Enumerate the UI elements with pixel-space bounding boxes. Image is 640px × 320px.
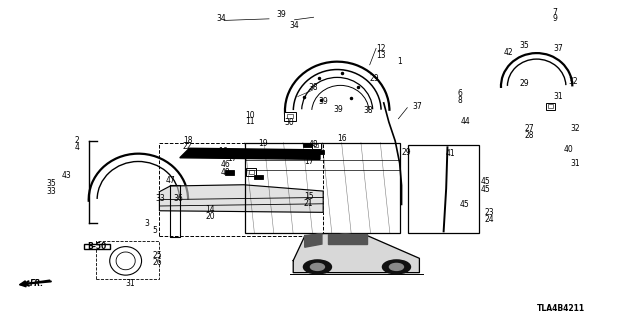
Text: 9: 9 — [552, 14, 557, 23]
Bar — [312, 142, 321, 149]
Text: 31: 31 — [125, 279, 135, 288]
Text: 31: 31 — [570, 159, 580, 168]
Text: 45: 45 — [481, 185, 490, 194]
Bar — [314, 144, 319, 147]
Text: 4: 4 — [74, 143, 79, 152]
Text: 19: 19 — [258, 139, 268, 148]
Text: 27: 27 — [524, 124, 534, 133]
Text: 8: 8 — [458, 96, 463, 105]
Bar — [248, 170, 253, 174]
Text: 41: 41 — [446, 149, 456, 158]
Text: 18: 18 — [182, 136, 192, 145]
Bar — [315, 150, 324, 154]
Text: 45: 45 — [459, 200, 469, 209]
Text: 39: 39 — [333, 105, 342, 114]
Bar — [546, 103, 555, 109]
Text: 6: 6 — [458, 89, 463, 98]
Text: 48: 48 — [309, 140, 319, 148]
Text: 46: 46 — [271, 148, 280, 157]
Text: 29: 29 — [369, 74, 379, 83]
Circle shape — [383, 260, 410, 274]
Polygon shape — [159, 185, 323, 212]
Text: 16: 16 — [218, 147, 228, 156]
Text: 22: 22 — [182, 142, 192, 151]
Text: 32: 32 — [569, 77, 579, 86]
Text: 2: 2 — [74, 136, 79, 146]
Text: 30: 30 — [285, 118, 294, 127]
Circle shape — [390, 263, 403, 270]
Text: 44: 44 — [460, 117, 470, 126]
Text: 36: 36 — [173, 194, 184, 203]
Text: 29: 29 — [402, 148, 412, 156]
Text: B-50: B-50 — [87, 242, 107, 251]
Text: 28: 28 — [524, 131, 534, 140]
Text: 16: 16 — [337, 134, 347, 143]
Polygon shape — [305, 234, 322, 247]
Text: 39: 39 — [318, 97, 328, 106]
Polygon shape — [328, 234, 367, 244]
Bar — [245, 142, 399, 233]
Text: 12: 12 — [376, 44, 385, 53]
Text: 39: 39 — [277, 10, 287, 19]
Text: TLA4B4211: TLA4B4211 — [537, 304, 585, 313]
Bar — [284, 112, 296, 121]
Bar — [225, 171, 234, 175]
Text: 15: 15 — [304, 192, 314, 201]
Text: 38: 38 — [309, 83, 319, 92]
Bar — [287, 114, 293, 118]
Text: 20: 20 — [205, 212, 215, 221]
Text: 1: 1 — [397, 57, 402, 66]
Bar — [303, 143, 312, 147]
Circle shape — [303, 260, 332, 274]
Text: 24: 24 — [484, 215, 494, 224]
Bar — [246, 168, 256, 176]
Text: 13: 13 — [376, 51, 385, 60]
Bar — [548, 104, 553, 108]
Circle shape — [310, 263, 324, 270]
Text: 33: 33 — [46, 187, 56, 196]
Polygon shape — [293, 234, 419, 273]
Text: 33: 33 — [156, 194, 166, 203]
Text: 29: 29 — [519, 79, 529, 88]
Text: 31: 31 — [554, 92, 563, 101]
Text: 17: 17 — [227, 154, 237, 163]
Text: 26: 26 — [153, 258, 163, 267]
Text: 46: 46 — [221, 160, 230, 169]
Text: 37: 37 — [554, 44, 563, 53]
Text: 37: 37 — [412, 101, 422, 111]
Text: 3: 3 — [144, 219, 149, 228]
Text: 21: 21 — [304, 199, 314, 208]
Text: 34: 34 — [216, 14, 226, 23]
Text: FR.: FR. — [30, 279, 44, 288]
Bar — [253, 175, 262, 179]
Text: 43: 43 — [61, 171, 71, 180]
Text: 35: 35 — [519, 41, 529, 50]
Text: 40: 40 — [564, 145, 573, 154]
Polygon shape — [180, 148, 320, 159]
Text: 14: 14 — [205, 205, 215, 214]
Bar — [84, 244, 109, 250]
Text: 7: 7 — [552, 8, 557, 17]
Text: 17: 17 — [304, 157, 314, 166]
Text: 11: 11 — [245, 117, 255, 126]
Text: 32: 32 — [570, 124, 580, 133]
Bar — [408, 145, 479, 233]
Text: 47: 47 — [165, 176, 175, 185]
Bar — [96, 241, 159, 279]
Text: 5: 5 — [152, 226, 157, 235]
Text: 25: 25 — [153, 251, 163, 260]
Text: 45: 45 — [481, 177, 490, 186]
Text: 48: 48 — [221, 168, 230, 177]
Text: 38: 38 — [363, 106, 372, 115]
Text: 10: 10 — [245, 111, 255, 120]
Text: 23: 23 — [484, 208, 494, 217]
Bar — [159, 143, 323, 236]
Text: 42: 42 — [503, 48, 513, 57]
Text: 34: 34 — [290, 21, 300, 30]
Text: 35: 35 — [46, 179, 56, 188]
